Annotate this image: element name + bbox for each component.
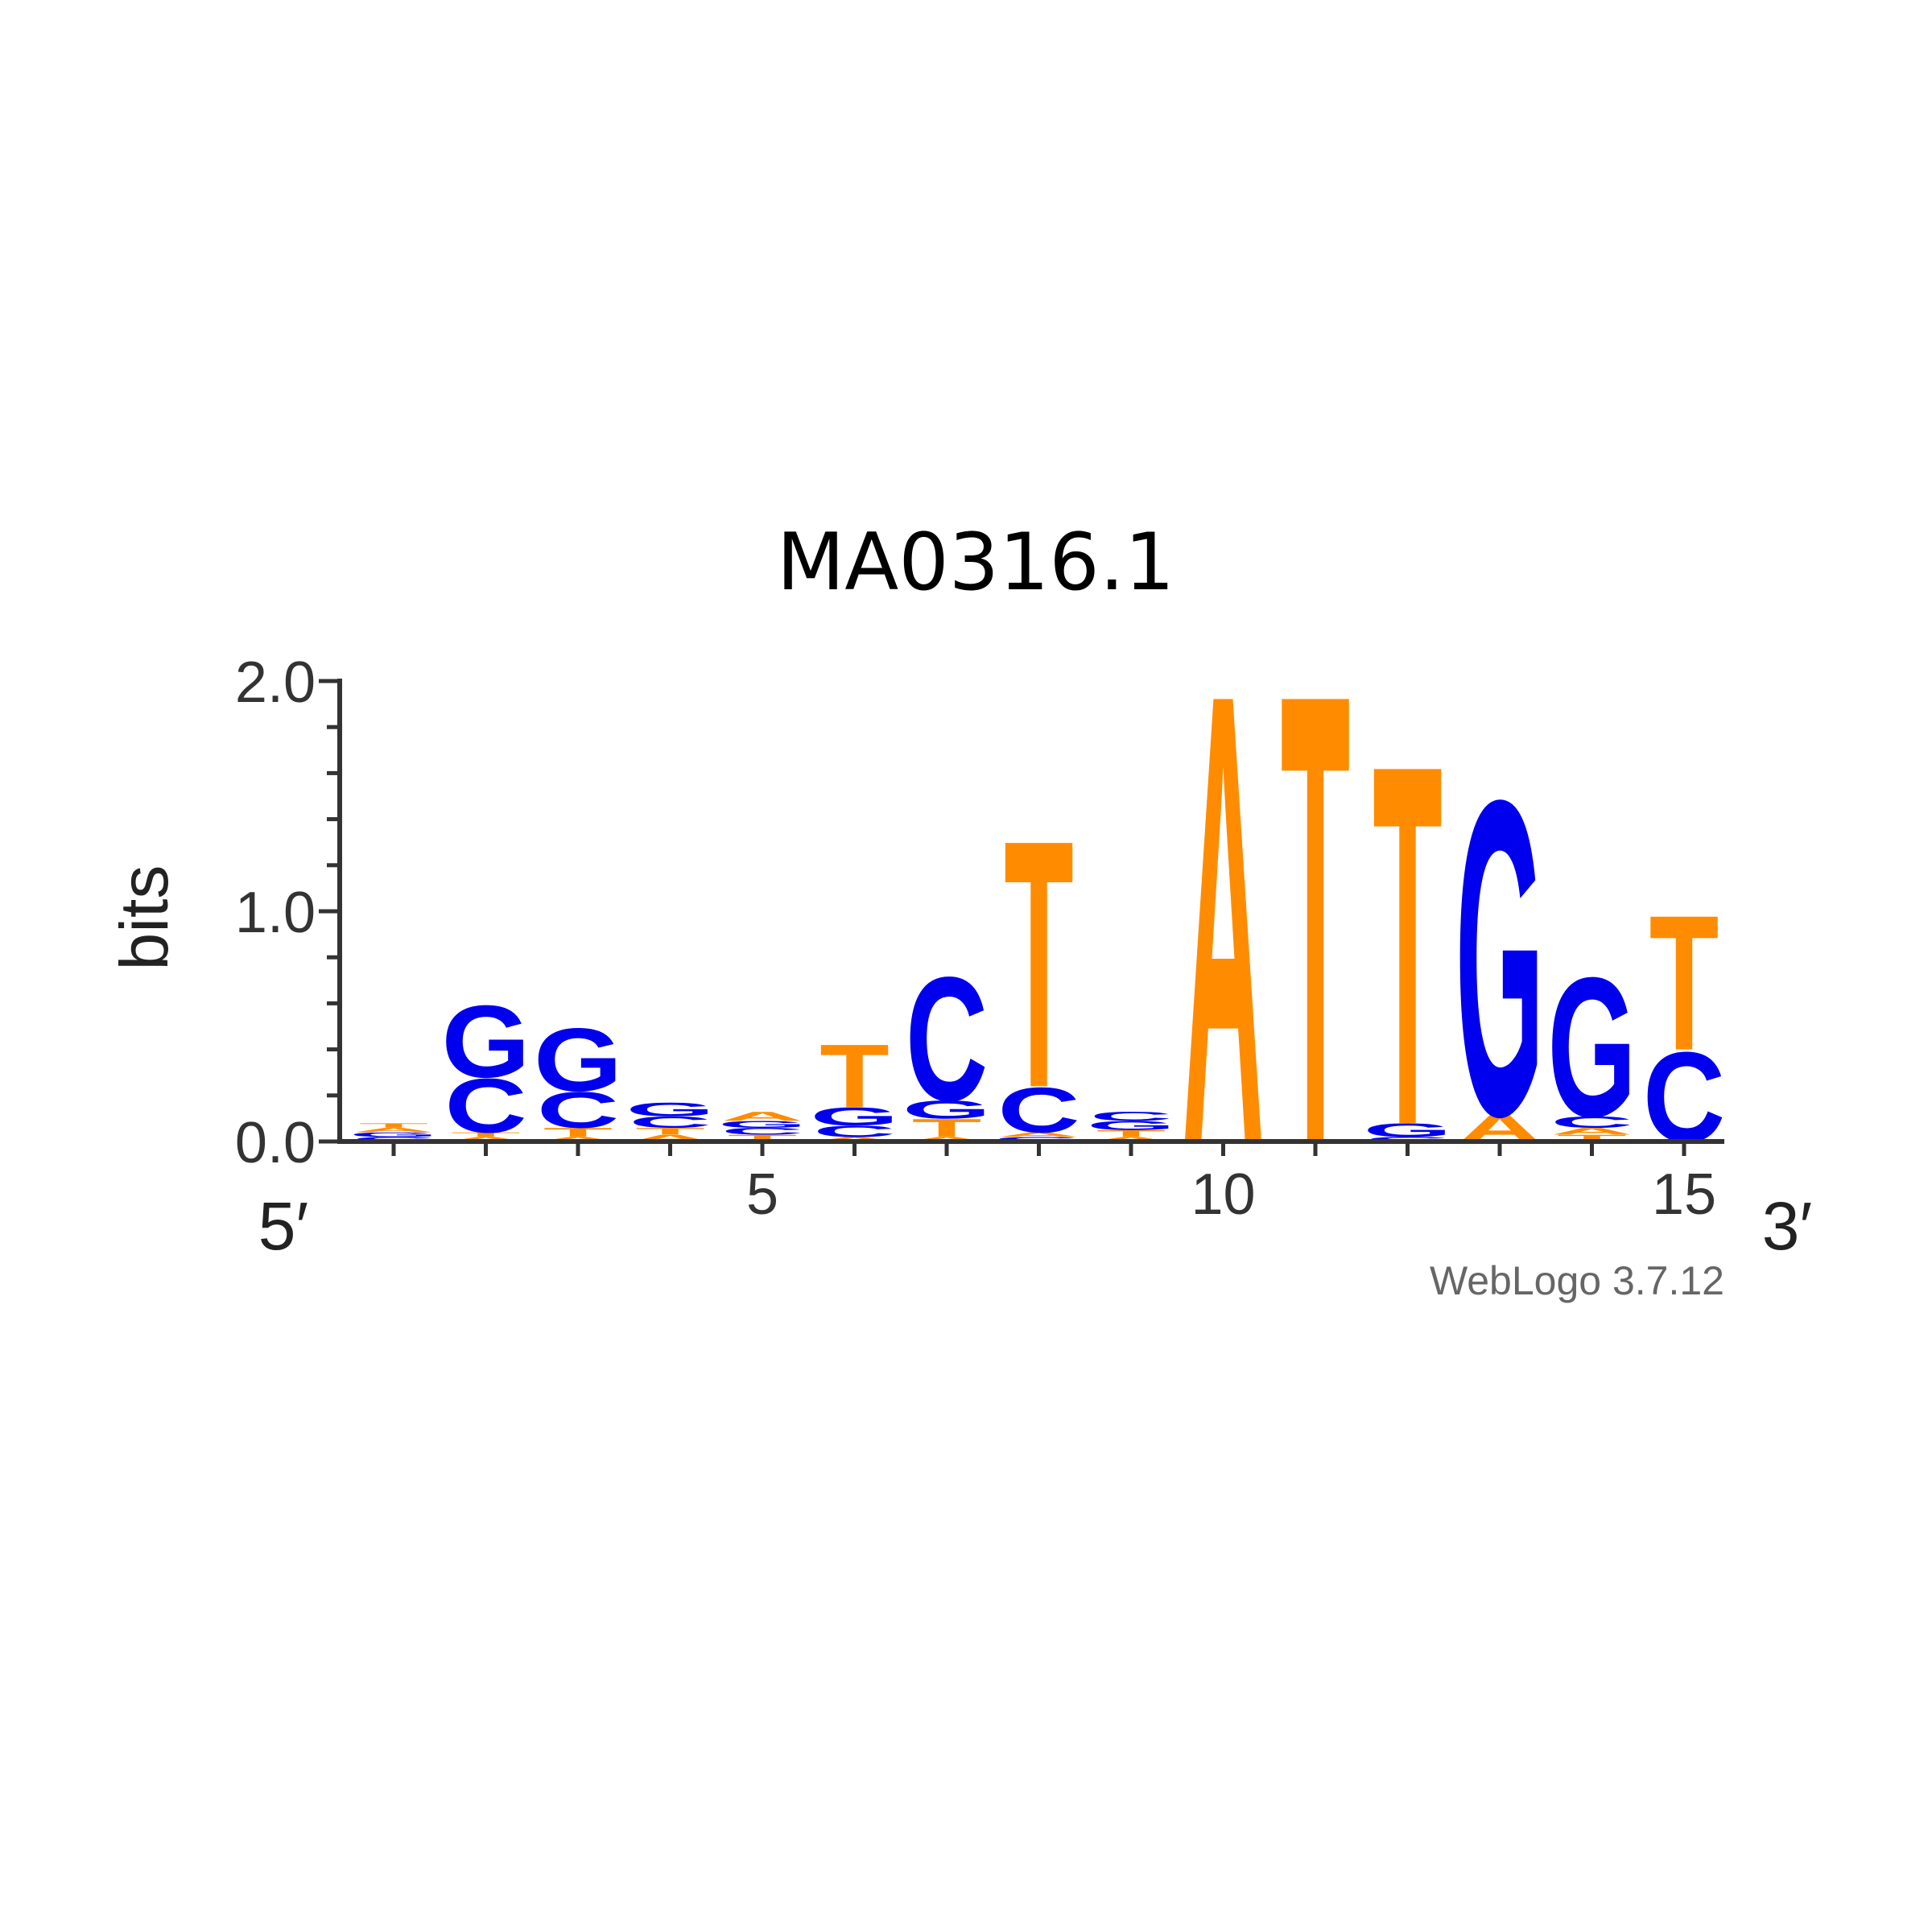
glyph-T-pos-7: T — [912, 1113, 982, 1142]
logo-glyph-stacks: CGATATCGATCGATCGTCGAACGTATGCGACTATGCATCG… — [349, 559, 1725, 1278]
x-tick-label: 15 — [1652, 1162, 1716, 1227]
glyph-G-pos-2: G — [441, 984, 530, 1099]
glyph-A-pos-5: A — [721, 1109, 803, 1124]
glyph-A-pos-10: A — [1182, 559, 1264, 1278]
weblogo-credit: WebLogo 3.7.12 — [1430, 1258, 1724, 1303]
y-axis: 0.0 1.0 2.0 — [235, 650, 342, 1175]
y-axis-label: bits — [106, 865, 182, 971]
x-tick-label: 10 — [1191, 1162, 1255, 1227]
glyph-T-pos-12: T — [1373, 658, 1443, 1233]
glyph-A-pos-1: A — [353, 1126, 435, 1133]
glyph-T-pos-3: T — [543, 1125, 613, 1140]
glyph-G-pos-3: G — [534, 1009, 622, 1110]
glyph-T-pos-6: T — [819, 1026, 890, 1126]
glyph-G-pos-6: G — [810, 1102, 898, 1131]
chart-title: MA0316.1 — [777, 517, 1175, 609]
x-tick-label: 5 — [746, 1162, 778, 1227]
glyph-C-pos-5: C — [721, 1126, 803, 1137]
x-end-label: 3′ — [1762, 1188, 1812, 1264]
y-tick-label: 2.0 — [235, 650, 316, 715]
glyph-T-pos-8: T — [1004, 766, 1074, 1162]
glyph-C-pos-6: C — [813, 1122, 895, 1140]
glyph-T-pos-9: T — [1096, 1129, 1166, 1139]
y-tick-label: 1.0 — [235, 881, 316, 945]
glyph-T-pos-1: T — [359, 1122, 429, 1129]
y-tick-label: 0.0 — [235, 1111, 316, 1175]
glyph-A-pos-14: A — [1550, 1126, 1633, 1137]
glyph-G-pos-13: G — [1455, 708, 1544, 1210]
glyph-C-pos-8: C — [997, 1075, 1080, 1146]
x-axis: 5 10 15 — [340, 1139, 1724, 1227]
glyph-T-pos-11: T — [1281, 559, 1351, 1278]
glyph-T-pos-2: T — [451, 1131, 521, 1138]
glyph-C-pos-14: C — [1550, 1113, 1633, 1131]
glyph-G-pos-9: G — [1087, 1118, 1175, 1133]
glyph-C-pos-3: C — [537, 1082, 619, 1139]
glyph-A-pos-8: A — [997, 1131, 1080, 1138]
glyph-T-pos-4: T — [635, 1126, 705, 1137]
glyph-G-pos-7: G — [902, 1095, 991, 1124]
glyph-G-pos-5: G — [718, 1119, 807, 1129]
glyph-G-pos-4: G — [625, 1099, 714, 1121]
x-start-label: 5′ — [258, 1188, 308, 1264]
glyph-G-pos-12: G — [1363, 1120, 1451, 1141]
glyph-G-pos-1: G — [349, 1131, 438, 1138]
glyph-C-pos-9: C — [1090, 1109, 1172, 1124]
glyph-T-pos-15: T — [1649, 875, 1719, 1091]
glyph-C-pos-4: C — [629, 1113, 711, 1131]
glyph-C-pos-2: C — [444, 1063, 526, 1149]
glyph-G-pos-14: G — [1547, 935, 1636, 1158]
glyph-C-pos-7: C — [906, 941, 988, 1138]
